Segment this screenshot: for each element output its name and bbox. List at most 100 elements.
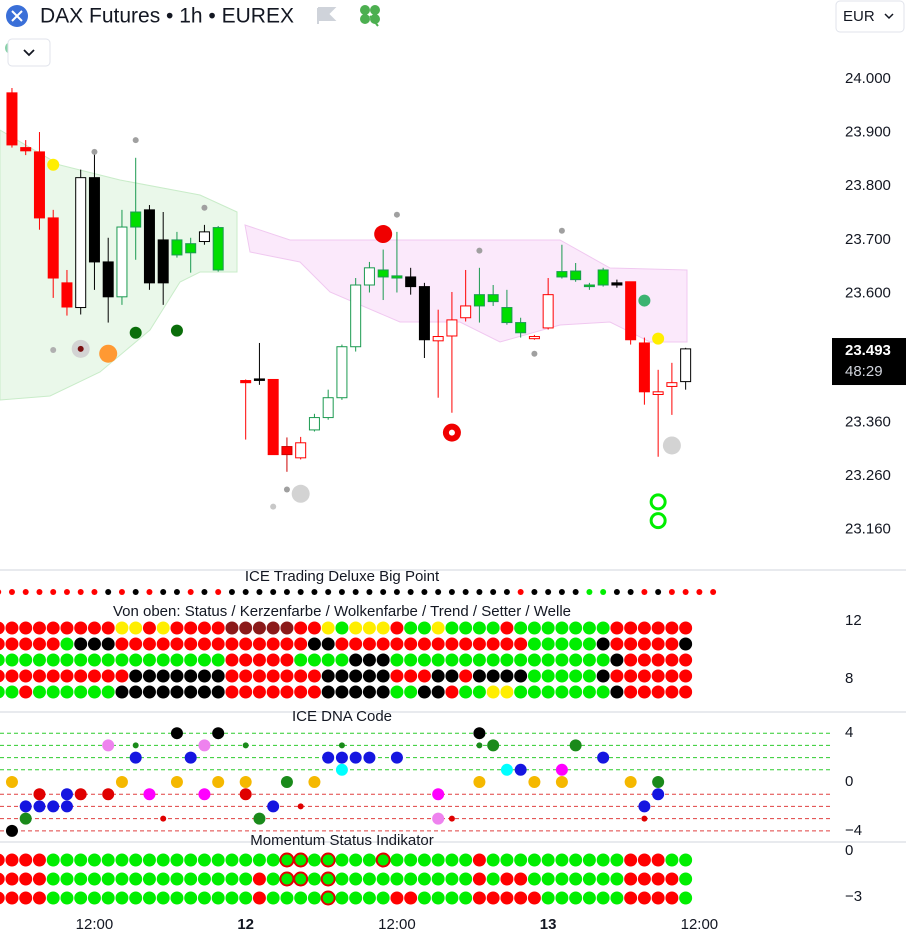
status-dot — [417, 872, 431, 886]
status-dot — [225, 685, 239, 699]
dna-dot — [335, 763, 348, 776]
status-dot — [362, 685, 376, 699]
currency-dropdown[interactable] — [835, 0, 905, 33]
status-dot — [651, 872, 665, 886]
status-dot — [307, 685, 321, 699]
status-dot — [335, 621, 349, 635]
status-dot — [417, 637, 431, 651]
x-tick-label: 12 — [237, 916, 254, 933]
status-dot — [321, 669, 335, 683]
candle-body — [61, 282, 73, 308]
status-dot — [541, 621, 555, 635]
status-dot — [170, 685, 184, 699]
status-dot — [142, 853, 156, 867]
status-dot — [197, 685, 211, 699]
status-dot — [569, 872, 583, 886]
candle-body — [20, 147, 32, 152]
status-dot — [404, 637, 418, 651]
status-dot — [252, 621, 266, 635]
status-dot — [679, 872, 693, 886]
flag-icon[interactable] — [317, 7, 337, 24]
status-dot — [5, 621, 19, 635]
status-dot — [596, 685, 610, 699]
dna-dot — [102, 788, 115, 801]
status-dot — [596, 621, 610, 635]
status-dot — [582, 637, 596, 651]
status-dot — [335, 669, 349, 683]
status-dot — [362, 637, 376, 651]
status-dot — [211, 669, 225, 683]
status-dot — [665, 872, 679, 886]
status-dot — [582, 621, 596, 635]
currency-label[interactable]: EUR — [843, 8, 875, 25]
marker — [77, 345, 84, 352]
status-dot — [129, 653, 143, 667]
dna-dot — [74, 788, 87, 801]
status-dot — [558, 589, 565, 595]
status-dot — [8, 589, 15, 595]
marker — [476, 247, 483, 254]
symbol-title[interactable]: DAX Futures • 1h • EUREX — [40, 5, 294, 28]
status-dot — [335, 891, 349, 905]
status-dot — [362, 669, 376, 683]
status-dot — [431, 621, 445, 635]
status-dot — [294, 621, 308, 635]
status-dot — [184, 685, 198, 699]
status-dot — [459, 621, 473, 635]
status-dot — [651, 637, 665, 651]
status-dot — [280, 653, 294, 667]
status-dot — [651, 891, 665, 905]
status-dot — [197, 872, 211, 886]
status-dot — [349, 891, 363, 905]
dna-dot — [597, 751, 610, 764]
status-dot — [404, 853, 418, 867]
status-dot — [349, 669, 363, 683]
status-dot — [239, 637, 253, 651]
status-dot — [129, 669, 143, 683]
x-tick-label: 12:00 — [378, 916, 416, 933]
status-dot — [651, 653, 665, 667]
marker — [50, 346, 57, 353]
status-dot — [211, 621, 225, 635]
status-dot — [404, 891, 418, 905]
status-dot — [362, 653, 376, 667]
status-dot — [252, 891, 266, 905]
status-dot — [74, 637, 88, 651]
dna-dot — [638, 800, 651, 813]
status-dot — [445, 891, 459, 905]
status-dot — [91, 589, 98, 595]
collapse-button[interactable] — [7, 38, 51, 67]
status-dot — [596, 653, 610, 667]
status-dot — [651, 669, 665, 683]
status-dot — [472, 891, 486, 905]
clover-icon[interactable] — [360, 5, 380, 27]
y-tick-label: 12 — [845, 612, 862, 629]
status-dot — [541, 853, 555, 867]
status-dot — [500, 653, 514, 667]
status-dot — [349, 621, 363, 635]
status-dot — [293, 852, 309, 868]
status-dot — [349, 853, 363, 867]
status-dot — [211, 653, 225, 667]
status-dot — [610, 653, 624, 667]
status-dot — [624, 685, 638, 699]
collapse-chevron — [23, 49, 35, 57]
status-dot — [335, 685, 349, 699]
dna-dot — [115, 776, 128, 789]
status-dot — [280, 669, 294, 683]
status-dot — [215, 589, 222, 595]
status-dot — [239, 621, 253, 635]
status-dot — [252, 853, 266, 867]
status-dot — [696, 589, 703, 595]
status-dot — [5, 872, 19, 886]
status-dot — [582, 853, 596, 867]
status-dot — [74, 872, 88, 886]
status-dot — [156, 669, 170, 683]
status-dot — [307, 621, 321, 635]
status-dot — [142, 872, 156, 886]
status-dot — [472, 653, 486, 667]
status-dot — [459, 891, 473, 905]
status-dot — [610, 891, 624, 905]
status-dot — [252, 685, 266, 699]
status-dot — [170, 653, 184, 667]
